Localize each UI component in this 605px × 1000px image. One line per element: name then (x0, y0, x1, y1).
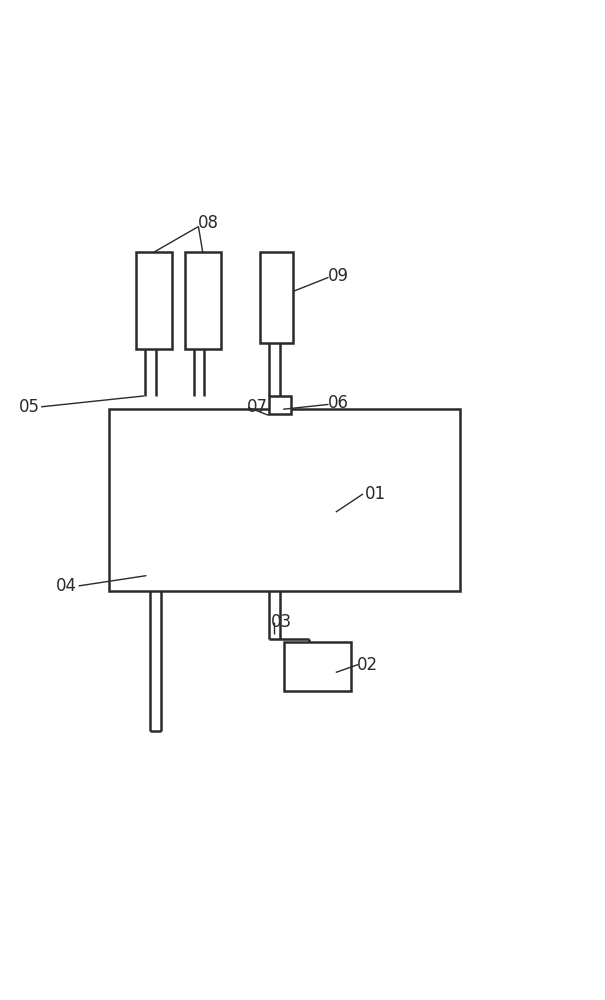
Bar (136, 252, 172, 349)
Bar (185, 252, 221, 349)
Text: 09: 09 (329, 267, 349, 285)
Bar (284, 642, 351, 691)
Bar (269, 396, 291, 414)
Text: 07: 07 (247, 398, 267, 416)
Text: 01: 01 (365, 485, 385, 503)
Bar (109, 409, 460, 591)
Text: 05: 05 (19, 398, 39, 416)
Text: 04: 04 (56, 577, 77, 595)
Bar (260, 252, 293, 343)
Text: 06: 06 (329, 394, 349, 412)
Text: 02: 02 (358, 656, 378, 674)
Text: 08: 08 (198, 214, 219, 232)
Text: 03: 03 (271, 613, 292, 631)
